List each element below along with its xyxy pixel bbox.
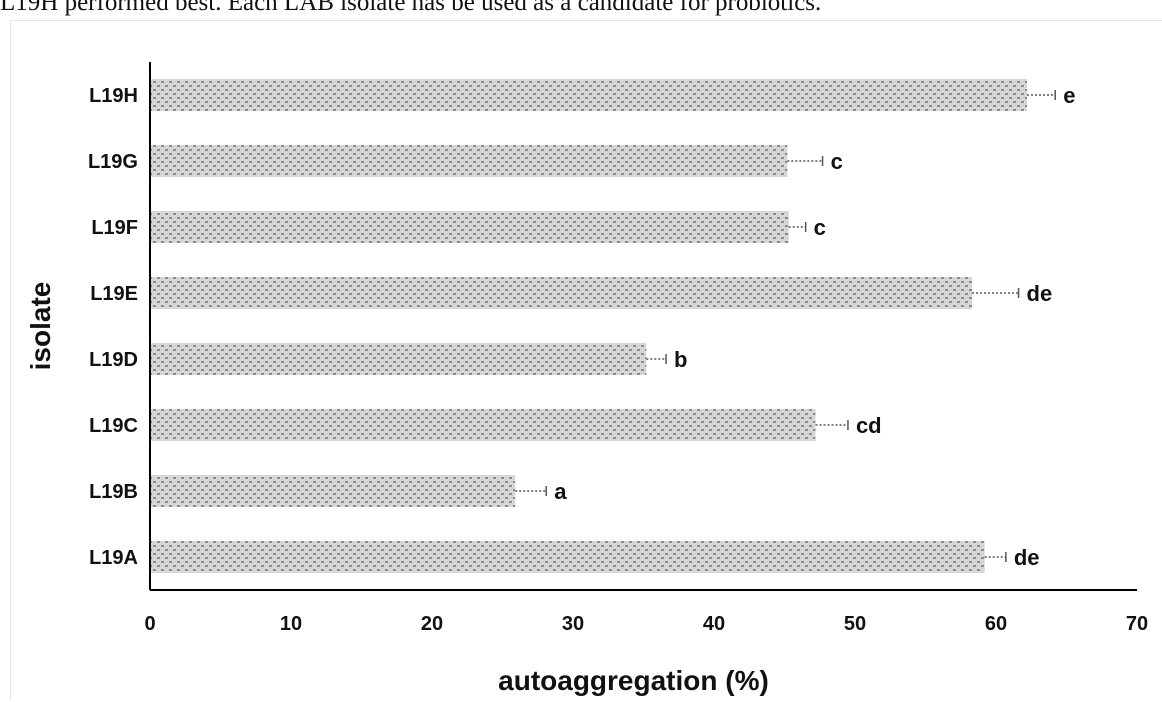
y-tick-labels: L19A L19B L19C L19D L19E L19F L19G L19H: [88, 85, 138, 569]
significance-label-l19b: a: [554, 479, 567, 504]
bars-layer: [151, 79, 1028, 573]
y-tick-label-l19d: L19D: [89, 349, 138, 371]
x-tick-label-40: 40: [703, 613, 725, 635]
error-bars-layer: [515, 90, 1056, 562]
bar-l19g: [151, 145, 788, 177]
y-tick-label-l19c: L19C: [89, 415, 138, 437]
x-tick-labels: 0 10 20 30 40 50 60 70: [144, 613, 1148, 635]
x-tick-label-50: 50: [844, 613, 866, 635]
x-tick-label-0: 0: [144, 613, 155, 635]
caption-text: L19H performed best. Each LAB isolate ha…: [0, 0, 822, 16]
x-tick-label-20: 20: [421, 613, 443, 635]
y-tick-label-l19f: L19F: [91, 217, 138, 239]
x-tick-label-70: 70: [1126, 613, 1148, 635]
chart-frame: [10, 20, 1162, 700]
significance-label-l19d: b: [674, 347, 687, 372]
significance-label-l19c: cd: [856, 413, 882, 438]
significance-label-l19g: c: [831, 149, 843, 174]
x-tick-label-30: 30: [562, 613, 584, 635]
y-tick-label-l19g: L19G: [88, 151, 138, 173]
bar-l19f: [151, 211, 789, 243]
bar-l19b: [151, 475, 516, 507]
significance-label-l19a: de: [1014, 545, 1040, 570]
bar-l19d: [151, 343, 647, 375]
bar-l19a: [151, 541, 985, 573]
significance-label-l19e: de: [1027, 281, 1053, 306]
x-tick-label-10: 10: [280, 613, 302, 635]
y-tick-label-l19h: L19H: [89, 85, 138, 107]
x-axis-title: autoaggregation (%): [498, 665, 769, 696]
significance-labels-layer: de a cd b de c c e: [554, 83, 1075, 570]
significance-label-l19f: c: [814, 215, 826, 240]
y-tick-label-l19b: L19B: [89, 481, 138, 503]
significance-label-l19h: e: [1063, 83, 1075, 108]
y-tick-label-l19a: L19A: [89, 547, 138, 569]
bar-l19e: [151, 277, 973, 309]
y-axis-title: isolate: [25, 282, 56, 371]
bar-l19c: [151, 409, 816, 441]
y-tick-label-l19e: L19E: [90, 283, 138, 305]
x-tick-label-60: 60: [985, 613, 1007, 635]
bar-l19h: [151, 79, 1028, 111]
